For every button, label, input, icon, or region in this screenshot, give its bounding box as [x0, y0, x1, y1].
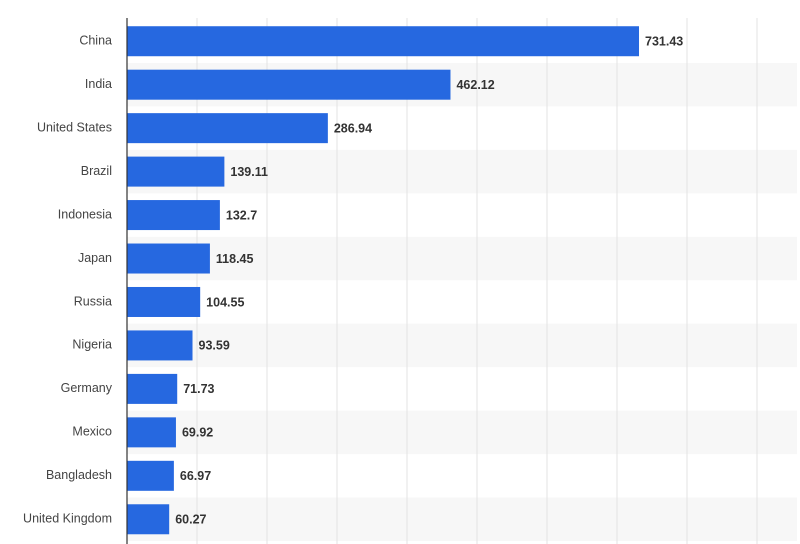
- category-label: Germany: [61, 381, 113, 395]
- category-label: Indonesia: [58, 207, 112, 221]
- bar: [127, 69, 451, 100]
- bar: [127, 200, 220, 231]
- row-band: [127, 236, 797, 281]
- value-label: 118.45: [216, 252, 254, 266]
- value-label: 731.43: [645, 35, 683, 49]
- row-bands: [127, 62, 797, 541]
- bar: [127, 330, 193, 361]
- row-band: [127, 323, 797, 368]
- value-label: 139.11: [230, 165, 268, 179]
- bar: [127, 156, 225, 187]
- row-band: [127, 149, 797, 194]
- value-label: 286.94: [334, 121, 372, 135]
- value-label: 93.59: [199, 339, 230, 353]
- row-band: [127, 497, 797, 541]
- bar: [127, 460, 174, 491]
- category-label: Bangladesh: [46, 468, 112, 482]
- bar: [127, 113, 328, 144]
- bar: [127, 504, 170, 535]
- category-label: India: [85, 77, 112, 91]
- bar: [127, 243, 210, 274]
- row-band: [127, 410, 797, 455]
- category-label: China: [79, 34, 112, 48]
- value-label: 71.73: [183, 382, 214, 396]
- value-label: 132.7: [226, 208, 257, 222]
- value-label: 66.97: [180, 469, 211, 483]
- value-label: 69.92: [182, 426, 213, 440]
- category-label: Nigeria: [72, 338, 112, 352]
- category-label: Mexico: [72, 425, 112, 439]
- bar: [127, 417, 176, 448]
- value-label: 104.55: [206, 295, 244, 309]
- grid: [196, 18, 758, 544]
- category-label: Japan: [78, 251, 112, 265]
- marks: China 731.43 India 462.12 United States 286.9…: [23, 26, 683, 535]
- bar: [127, 26, 640, 57]
- category-label: United Kingdom: [23, 512, 112, 526]
- bar: [127, 373, 178, 404]
- value-label: 60.27: [175, 513, 206, 527]
- bar: [127, 286, 201, 317]
- category-label: Brazil: [81, 164, 112, 178]
- category-label: United States: [37, 120, 112, 134]
- category-label: Russia: [74, 294, 112, 308]
- value-label: 462.12: [456, 78, 494, 92]
